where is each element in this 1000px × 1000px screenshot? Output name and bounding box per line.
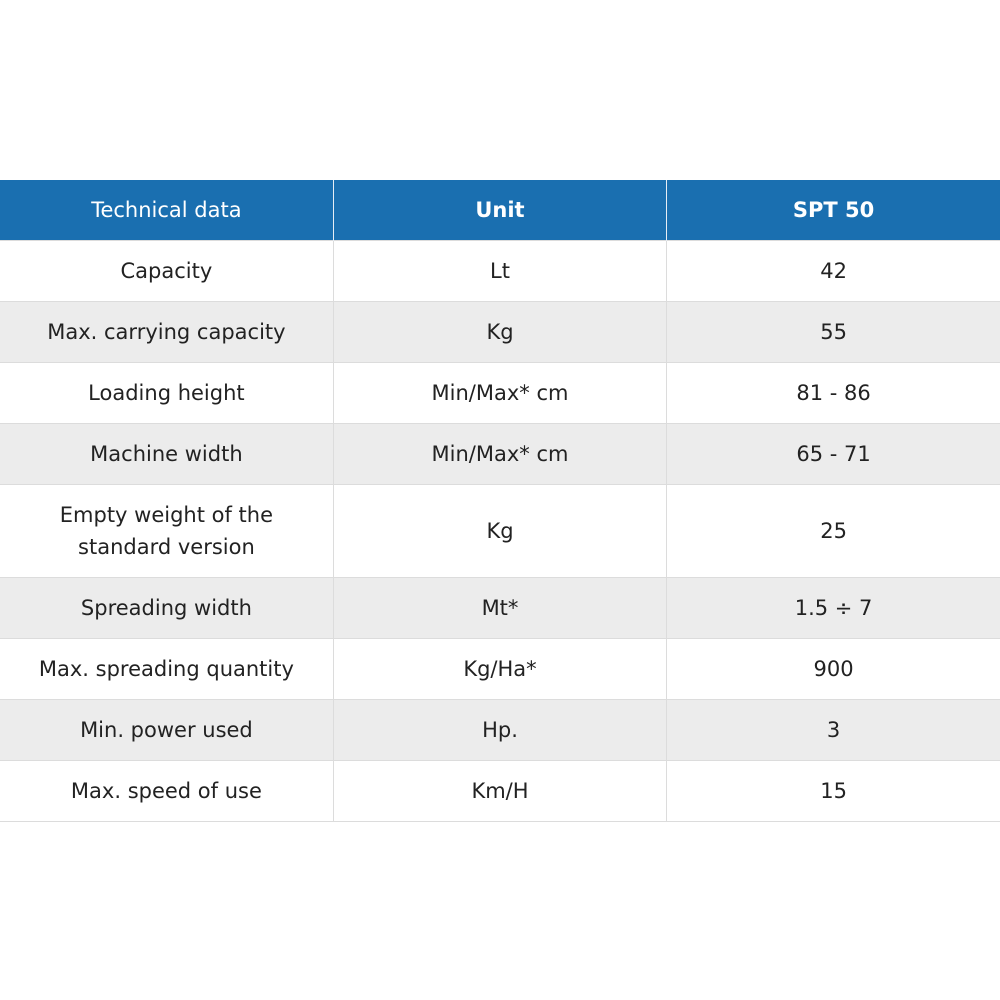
- table-body: Capacity Lt 42 Max. carrying capacity Kg 55 Lo…: [0, 240, 1000, 822]
- cell-text: 81 - 86: [796, 381, 871, 405]
- cell-text: 65 - 71: [796, 442, 871, 466]
- table-cell: Mt*: [332, 577, 667, 639]
- table-row: Spreading width Mt* 1.5 ÷ 7: [0, 577, 1000, 639]
- table-row: Min. power used Hp. 3: [0, 699, 1000, 761]
- table-cell: Spreading width: [0, 577, 334, 639]
- table-cell: Empty weight of the standard version: [0, 484, 334, 578]
- cell-text: 15: [820, 779, 847, 803]
- cell-text: Kg/Ha*: [463, 657, 537, 681]
- table-cell: Machine width: [0, 423, 334, 485]
- cell-text: Min. power used: [80, 718, 253, 742]
- cell-text: 1.5 ÷ 7: [794, 596, 873, 620]
- cell-text: Km/H: [471, 779, 529, 803]
- table-row: Loading height Min/Max* cm 81 - 86: [0, 362, 1000, 424]
- table-cell: Kg: [332, 484, 667, 578]
- cell-text: Machine width: [90, 442, 243, 466]
- cell-text: Capacity: [120, 259, 213, 283]
- table-cell: 1.5 ÷ 7: [666, 577, 1000, 639]
- cell-text: Kg: [486, 320, 514, 344]
- table-cell: Min/Max* cm: [332, 423, 667, 485]
- header-cell: SPT 50: [666, 180, 1000, 241]
- table-cell: 25: [666, 484, 1000, 578]
- table-row: Max. speed of use Km/H 15: [0, 760, 1000, 822]
- table-cell: 81 - 86: [666, 362, 1000, 424]
- cell-text: 25: [820, 519, 847, 543]
- table-row: Machine width Min/Max* cm 65 - 71: [0, 423, 1000, 485]
- cell-text: Min/Max* cm: [431, 442, 569, 466]
- cell-text: 3: [826, 718, 841, 742]
- table-cell: 55: [666, 301, 1000, 363]
- table-cell: Hp.: [332, 699, 667, 761]
- table-cell: Kg/Ha*: [332, 638, 667, 700]
- table-cell: Capacity: [0, 240, 334, 302]
- cell-text: Spreading width: [80, 596, 252, 620]
- table-row: Empty weight of the standard version Kg 25: [0, 484, 1000, 578]
- table-row: Capacity Lt 42: [0, 240, 1000, 302]
- header-row: Technical data Unit SPT 50: [0, 180, 1000, 241]
- table-cell: 900: [666, 638, 1000, 700]
- cell-text: Max. speed of use: [70, 779, 262, 803]
- cell-text: Min/Max* cm: [431, 381, 569, 405]
- spec-table-wrap: Technical data Unit SPT 50 Capacity Lt 42 Max…: [0, 180, 1000, 822]
- header-cell: Technical data: [0, 180, 334, 241]
- table-cell: 42: [666, 240, 1000, 302]
- table-cell: 65 - 71: [666, 423, 1000, 485]
- table-cell: Min/Max* cm: [332, 362, 667, 424]
- cell-text: 42: [820, 259, 847, 283]
- spec-table: Technical data Unit SPT 50 Capacity Lt 42 Max…: [0, 180, 1000, 822]
- table-row: Max. carrying capacity Kg 55: [0, 301, 1000, 363]
- table-cell: 3: [666, 699, 1000, 761]
- table-cell: Lt: [332, 240, 667, 302]
- cell-text: 900: [813, 657, 854, 681]
- table-cell: Kg: [332, 301, 667, 363]
- table-cell: Max. carrying capacity: [0, 301, 334, 363]
- table-cell: Km/H: [332, 760, 667, 822]
- cell-text: Lt: [490, 259, 510, 283]
- cell-text: Max. spreading quantity: [38, 657, 294, 681]
- cell-text: 55: [820, 320, 847, 344]
- table-cell: Min. power used: [0, 699, 334, 761]
- table-cell: Max. speed of use: [0, 760, 334, 822]
- cell-text: Loading height: [88, 381, 245, 405]
- table-cell: 15: [666, 760, 1000, 822]
- cell-text: Kg: [486, 519, 514, 543]
- table-row: Max. spreading quantity Kg/Ha* 900: [0, 638, 1000, 700]
- cell-text: Empty weight of the standard version: [59, 503, 274, 559]
- table-header: Technical data Unit SPT 50: [0, 180, 1000, 241]
- table-cell: Loading height: [0, 362, 334, 424]
- header-cell: Unit: [332, 180, 667, 241]
- table-cell: Max. spreading quantity: [0, 638, 334, 700]
- cell-text: Mt*: [481, 596, 519, 620]
- cell-text: Max. carrying capacity: [47, 320, 286, 344]
- cell-text: Hp.: [482, 718, 518, 742]
